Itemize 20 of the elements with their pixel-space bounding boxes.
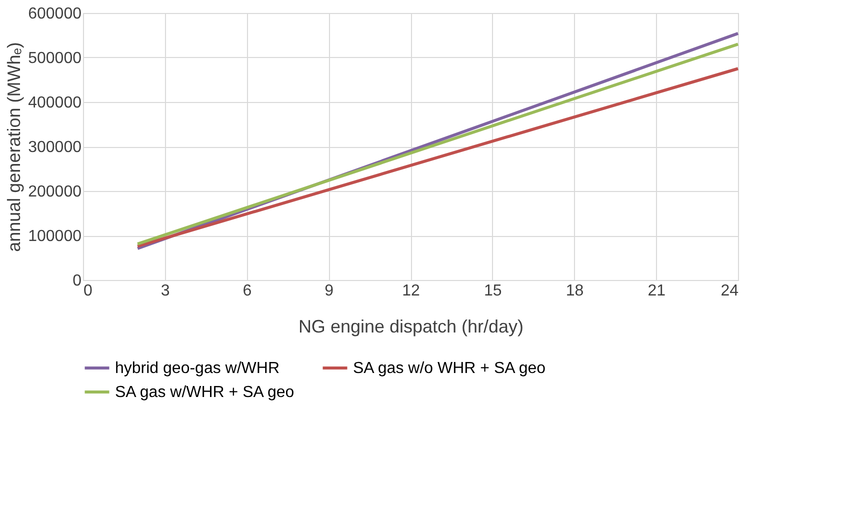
x-tick-label: 3: [160, 282, 170, 300]
y-tick-label: 500000: [28, 50, 82, 67]
x-tick-label: 6: [242, 282, 252, 300]
x-tick-label: 0: [84, 282, 92, 300]
y-tick-label: 200000: [28, 184, 82, 200]
x-tick-label: 24: [720, 282, 739, 300]
y-tick-label: 300000: [28, 139, 82, 156]
x-axis-title: NG engine dispatch (hr/day): [298, 316, 524, 336]
legend-label: SA gas w/o WHR + SA geo: [353, 360, 546, 377]
y-axis-title: annual generation (MWhₑ): [4, 42, 24, 252]
y-tick-label: 100000: [28, 228, 82, 245]
y-tick-label: 400000: [28, 94, 82, 112]
y-tick-label: 600000: [28, 6, 82, 22]
x-tick-label: 12: [402, 282, 420, 300]
x-tick-label: 21: [648, 282, 666, 300]
x-tick-label: 9: [324, 282, 334, 300]
x-tick-label: 18: [566, 282, 584, 300]
legend-label: hybrid geo-gas w/WHR: [115, 360, 280, 377]
legend-label: SA gas w/WHR + SA geo: [115, 384, 294, 401]
x-tick-label: 15: [484, 282, 502, 300]
